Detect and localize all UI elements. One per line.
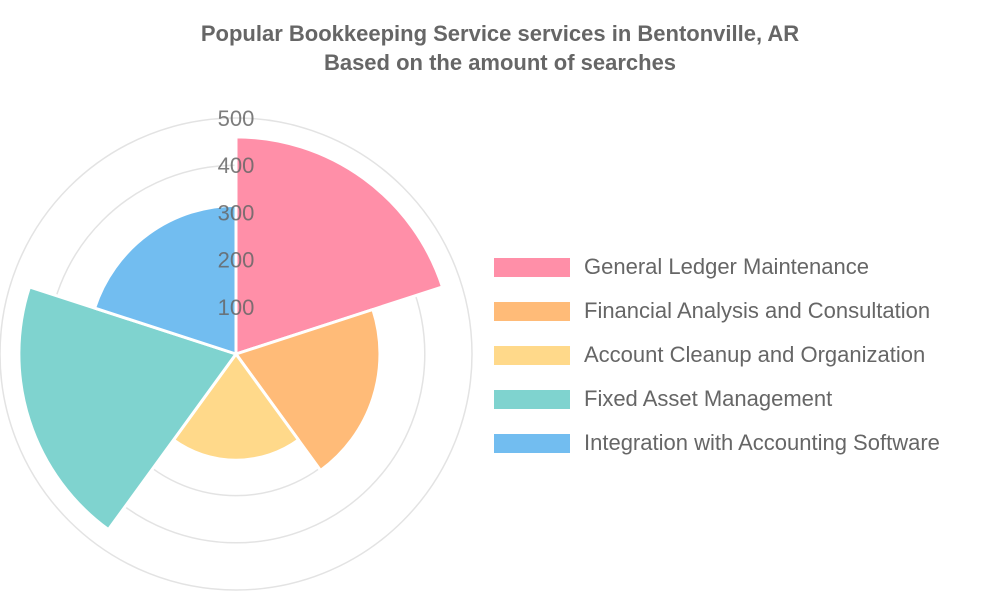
chart-legend: General Ledger Maintenance Financial Anal… <box>494 245 940 465</box>
radial-tick-label: 200 <box>218 248 255 273</box>
legend-swatch <box>494 433 570 453</box>
radial-ticks: 100 200 300 400 500 <box>218 106 255 320</box>
chart-subtitle: Based on the amount of searches <box>323 50 677 75</box>
legend-label: Integration with Accounting Software <box>584 430 940 455</box>
slice-integration-with-accounting-software[interactable] <box>93 203 238 356</box>
legend-item[interactable]: Fixed Asset Management <box>494 377 940 421</box>
radial-tick-label: 100 <box>218 295 255 320</box>
radial-tick-label: 300 <box>218 200 255 225</box>
legend-swatch <box>494 345 570 365</box>
legend-item[interactable]: Integration with Accounting Software <box>494 421 940 465</box>
legend-item[interactable]: Financial Analysis and Consultation <box>494 289 940 333</box>
radial-tick-label: 400 <box>218 153 255 178</box>
legend-item[interactable]: General Ledger Maintenance <box>494 245 940 289</box>
legend-label: Account Cleanup and Organization <box>584 342 926 367</box>
legend-label: Fixed Asset Management <box>584 386 833 411</box>
slice-fixed-asset-management[interactable] <box>17 285 238 532</box>
chart-title: Popular Bookkeeping Service services in … <box>200 21 800 46</box>
slice-financial-analysis-and-consultation[interactable] <box>234 308 382 472</box>
slices <box>17 135 444 532</box>
grid-circle <box>0 117 473 591</box>
slice-general-ledger-maintenance[interactable] <box>234 135 444 356</box>
legend-swatch <box>494 257 570 277</box>
legend-swatch <box>494 389 570 409</box>
radial-tick-label: 500 <box>218 106 255 131</box>
legend-swatch <box>494 301 570 321</box>
legend-label: General Ledger Maintenance <box>584 254 869 279</box>
slice-account-cleanup-and-organization[interactable] <box>172 352 300 462</box>
legend-item[interactable]: Account Cleanup and Organization <box>494 333 940 377</box>
legend-label: Financial Analysis and Consultation <box>584 298 931 323</box>
